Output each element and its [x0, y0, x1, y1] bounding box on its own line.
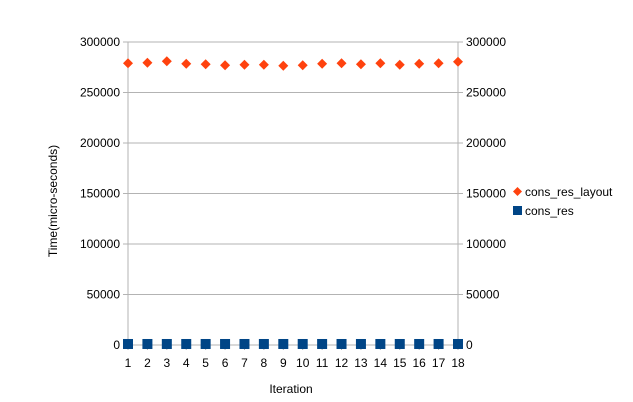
- x-tick-label: 12: [335, 356, 349, 370]
- data-point-cons-res-layout: [317, 58, 328, 69]
- y-tick-label-left: 250000: [80, 86, 120, 100]
- data-point-cons-res-layout: [375, 58, 386, 69]
- data-point-cons-res: [258, 338, 269, 349]
- legend-label-cons-res: cons_res: [525, 204, 574, 218]
- data-point-cons-res-layout: [355, 59, 366, 70]
- y-tick-label-left: 100000: [80, 237, 120, 251]
- x-tick-label: 17: [432, 356, 446, 370]
- x-tick-label: 8: [261, 356, 268, 370]
- axes: [127, 42, 459, 350]
- y-tick-label-right: 300000: [466, 35, 506, 49]
- x-tick-label: 5: [202, 356, 209, 370]
- data-point-cons-res: [375, 338, 386, 349]
- legend-marker-cons-res-layout: [513, 187, 522, 196]
- x-tick-label: 9: [280, 356, 287, 370]
- y-tick-label-left: 0: [113, 338, 120, 352]
- x-tick-label: 6: [222, 356, 229, 370]
- y-tick-label-right: 0: [466, 338, 473, 352]
- x-axis-tick-labels: 1 2 3 4 5 6 7 8 9 10 11 12 13 14 15 16 17 18: [125, 356, 465, 370]
- x-tick-label: 14: [374, 356, 388, 370]
- data-point-cons-res: [355, 338, 366, 349]
- data-point-cons-res: [394, 338, 405, 349]
- data-point-cons-res: [142, 338, 153, 349]
- data-point-cons-res-layout: [181, 58, 192, 69]
- x-tick-label: 16: [412, 356, 426, 370]
- legend-label-cons-res-layout: cons_res_layout: [525, 185, 613, 199]
- data-point-cons-res-layout: [297, 60, 308, 71]
- x-tick-label: 3: [163, 356, 170, 370]
- legend-item-cons-res-layout: cons_res_layout: [513, 185, 613, 199]
- data-point-cons-res: [336, 338, 347, 349]
- y-tick-label-left: 300000: [80, 35, 120, 49]
- y-tick-label-right: 250000: [466, 86, 506, 100]
- legend: cons_res_layout cons_res: [513, 185, 613, 218]
- data-point-cons-res-layout: [336, 58, 347, 69]
- data-point-cons-res-layout: [200, 59, 211, 70]
- y-tick-label-left: 200000: [80, 136, 120, 150]
- data-point-cons-res-layout: [123, 58, 133, 69]
- data-point-cons-res-layout: [453, 56, 463, 67]
- series-cons-res: [123, 338, 463, 349]
- x-axis-title: Iteration: [269, 382, 312, 396]
- y-tick-label-right: 150000: [466, 187, 506, 201]
- y-tick-label-right: 200000: [466, 136, 506, 150]
- x-tick-label: 15: [393, 356, 407, 370]
- data-point-cons-res-layout: [258, 59, 269, 70]
- grid-lines: [123, 41, 463, 346]
- data-point-cons-res: [220, 338, 231, 349]
- data-point-cons-res-layout: [394, 59, 405, 70]
- data-point-cons-res: [453, 338, 463, 349]
- data-point-cons-res-layout: [278, 60, 289, 71]
- x-tick-label: 2: [144, 356, 151, 370]
- data-point-cons-res: [317, 338, 328, 349]
- data-point-cons-res-layout: [433, 58, 444, 69]
- y-axis-right-tick-labels: 0 50000 100000 150000 200000 250000 300000: [466, 35, 506, 352]
- data-point-cons-res: [239, 338, 250, 349]
- data-point-cons-res: [161, 338, 172, 349]
- x-tick-label: 11: [316, 356, 329, 370]
- data-point-cons-res: [414, 338, 425, 349]
- y-tick-label-left: 50000: [87, 288, 121, 302]
- data-point-cons-res-layout: [161, 56, 172, 67]
- x-tick-label: 4: [183, 356, 190, 370]
- x-tick-label: 1: [125, 356, 132, 370]
- legend-item-cons-res: cons_res: [513, 204, 574, 218]
- y-axis-title: Time(micro-seconds): [46, 145, 60, 257]
- data-point-cons-res: [123, 338, 133, 349]
- y-axis-left-tick-labels: 0 50000 100000 150000 200000 250000 300000: [80, 35, 120, 352]
- x-tick-label: 13: [354, 356, 368, 370]
- data-point-cons-res-layout: [239, 59, 250, 70]
- series-cons-res-layout: [123, 56, 463, 71]
- x-tick-label: 10: [296, 356, 310, 370]
- y-tick-label-right: 50000: [466, 288, 500, 302]
- data-point-cons-res: [297, 338, 308, 349]
- data-point-cons-res-layout: [220, 60, 231, 71]
- data-point-cons-res: [181, 338, 192, 349]
- x-tick-label: 7: [241, 356, 248, 370]
- data-point-cons-res-layout: [142, 57, 153, 68]
- y-tick-label-left: 150000: [80, 187, 120, 201]
- y-tick-label-right: 100000: [466, 237, 506, 251]
- x-tick-label: 18: [451, 356, 465, 370]
- data-point-cons-res: [278, 338, 289, 349]
- data-point-cons-res: [200, 338, 211, 349]
- data-point-cons-res: [433, 338, 444, 349]
- data-series: [123, 56, 463, 349]
- legend-marker-cons-res: [513, 206, 522, 215]
- data-point-cons-res-layout: [414, 58, 425, 69]
